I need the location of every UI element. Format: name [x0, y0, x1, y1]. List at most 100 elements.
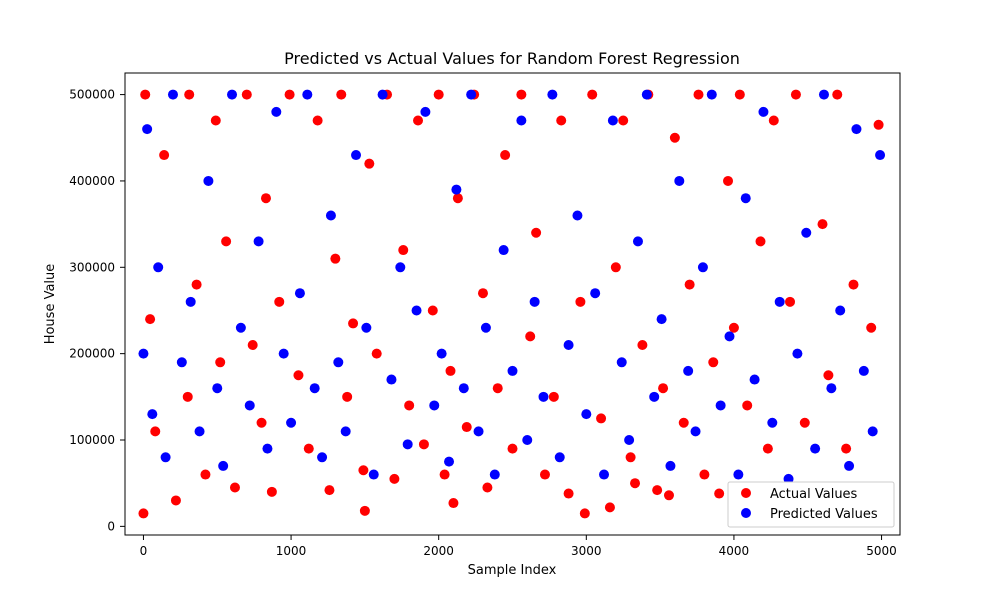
point-actual — [652, 485, 663, 496]
point-predicted — [649, 391, 660, 402]
point-predicted — [572, 210, 583, 221]
point-actual — [293, 370, 304, 381]
point-actual — [823, 370, 834, 381]
point-predicted — [317, 452, 328, 463]
point-actual — [548, 391, 559, 402]
point-actual — [452, 193, 463, 204]
point-predicted — [706, 89, 717, 100]
point-predicted — [262, 443, 273, 454]
point-predicted — [844, 460, 855, 471]
point-actual — [348, 318, 359, 329]
point-predicted — [212, 383, 223, 394]
point-actual — [150, 426, 161, 437]
point-actual — [461, 422, 472, 433]
x-tick-label: 4000 — [719, 544, 750, 558]
point-predicted — [516, 115, 527, 126]
point-predicted — [538, 391, 549, 402]
point-predicted — [641, 89, 652, 100]
point-predicted — [286, 417, 297, 428]
point-actual — [500, 150, 511, 161]
point-predicted — [429, 400, 440, 411]
point-actual — [221, 236, 232, 247]
point-predicted — [656, 314, 667, 325]
x-tick-label: 2000 — [423, 544, 454, 558]
point-actual — [669, 132, 680, 143]
point-actual — [596, 413, 607, 424]
point-predicted — [724, 331, 735, 342]
point-predicted — [160, 452, 171, 463]
point-actual — [413, 115, 424, 126]
point-actual — [663, 490, 674, 501]
point-actual — [790, 89, 801, 100]
point-actual — [723, 175, 734, 186]
point-predicted — [683, 365, 694, 376]
point-actual — [398, 245, 409, 256]
point-predicted — [302, 89, 313, 100]
point-predicted — [632, 236, 643, 247]
point-predicted — [767, 417, 778, 428]
point-actual — [525, 331, 536, 342]
point-predicted — [867, 426, 878, 437]
point-actual — [678, 417, 689, 428]
point-actual — [604, 502, 615, 513]
point-predicted — [835, 305, 846, 316]
point-predicted — [473, 426, 484, 437]
point-actual — [507, 443, 518, 454]
point-actual — [785, 296, 796, 307]
point-predicted — [368, 469, 379, 480]
point-predicted — [167, 89, 178, 100]
point-actual — [610, 262, 621, 273]
point-predicted — [851, 124, 862, 135]
legend-label-predicted: Predicted Values — [770, 507, 878, 522]
point-predicted — [740, 193, 751, 204]
point-actual — [170, 495, 181, 506]
point-actual — [145, 314, 156, 325]
point-predicted — [203, 175, 214, 186]
point-predicted — [142, 124, 153, 135]
point-actual — [492, 383, 503, 394]
point-actual — [734, 89, 745, 100]
point-predicted — [616, 357, 627, 368]
point-actual — [215, 357, 226, 368]
legend-label-actual: Actual Values — [770, 487, 858, 502]
legend-marker-predicted — [741, 508, 751, 518]
point-predicted — [411, 305, 422, 316]
point-actual — [260, 193, 271, 204]
point-predicted — [697, 262, 708, 273]
point-actual — [312, 115, 323, 126]
x-axis: 0 1000 2000 3000 4000 5000 — [140, 535, 897, 558]
point-actual — [866, 322, 877, 333]
point-predicted — [147, 409, 158, 420]
point-predicted — [715, 400, 726, 411]
point-predicted — [590, 288, 601, 299]
y-tick-label: 0 — [107, 519, 115, 533]
point-actual — [817, 219, 828, 230]
point-actual — [742, 400, 753, 411]
x-tick-label: 5000 — [866, 544, 897, 558]
point-actual — [274, 296, 285, 307]
point-predicted — [253, 236, 264, 247]
point-predicted — [185, 296, 196, 307]
point-actual — [762, 443, 773, 454]
point-actual — [404, 400, 415, 411]
y-tick-label: 300000 — [69, 260, 115, 274]
point-actual — [714, 488, 725, 499]
point-predicted — [377, 89, 388, 100]
point-predicted — [444, 456, 455, 467]
point-actual — [728, 322, 739, 333]
point-predicted — [244, 400, 255, 411]
y-tick-label: 200000 — [69, 347, 115, 361]
point-predicted — [395, 262, 406, 273]
point-actual — [247, 340, 258, 351]
point-actual — [159, 150, 170, 161]
point-actual — [433, 89, 444, 100]
point-actual — [531, 227, 542, 238]
point-actual — [364, 158, 375, 169]
point-actual — [699, 469, 710, 480]
point-predicted — [420, 106, 431, 117]
point-predicted — [451, 184, 462, 195]
point-predicted — [361, 322, 372, 333]
point-predicted — [624, 435, 635, 446]
point-actual — [427, 305, 438, 316]
point-predicted — [271, 106, 282, 117]
